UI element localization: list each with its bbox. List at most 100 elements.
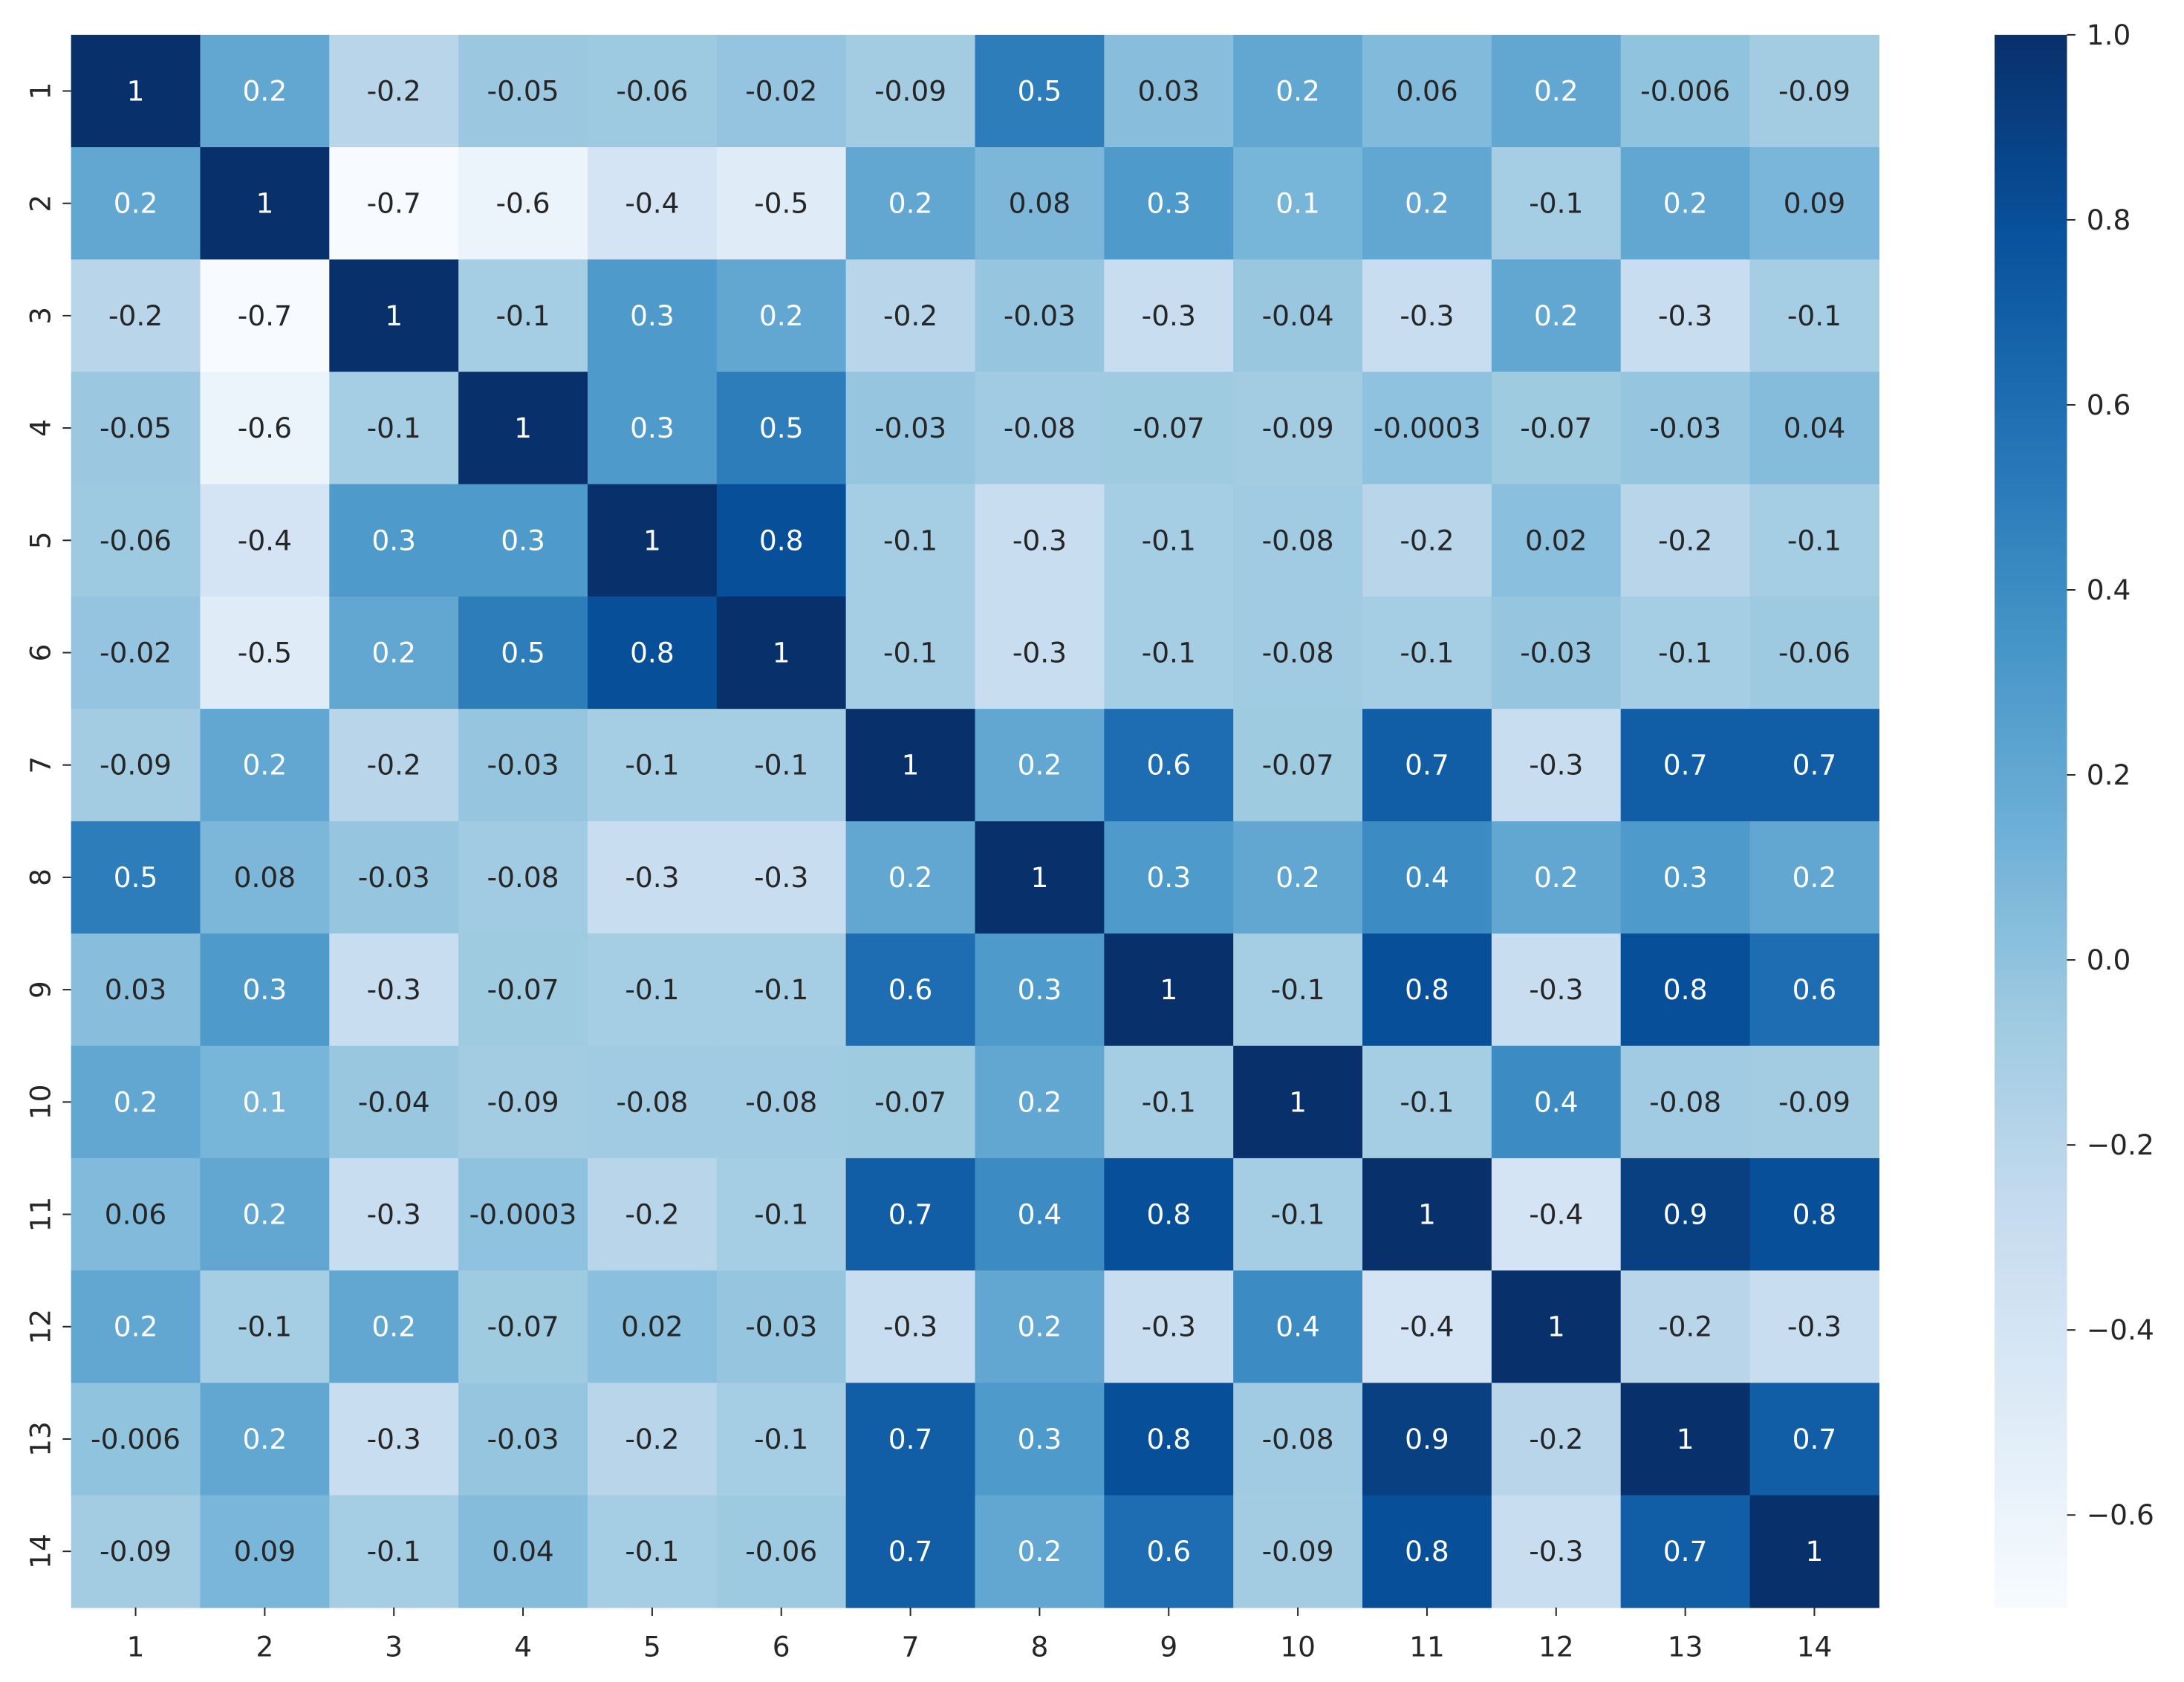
heatmap-cell — [458, 147, 588, 260]
cell-value-label: -0.6 — [495, 187, 550, 220]
x-tick-label: 7 — [902, 1630, 920, 1663]
cell-value-label: -0.09 — [1262, 1535, 1334, 1568]
heatmap-cell — [975, 1270, 1105, 1383]
cell-value-label: 1 — [1418, 1198, 1436, 1231]
heatmap-cell — [1104, 596, 1234, 710]
cell-value-label: 0.03 — [1138, 74, 1200, 107]
cell-value-label: -0.03 — [358, 861, 430, 894]
cell-value-label: -0.1 — [754, 1198, 808, 1231]
heatmap-cell — [1362, 709, 1492, 822]
cell-value-label: -0.1 — [625, 749, 679, 782]
heatmap-cell — [1362, 1045, 1492, 1159]
cell-value-label: -0.0003 — [1374, 412, 1481, 444]
heatmap-cell — [1620, 596, 1751, 710]
x-axis: 1 2 3 4 5 6 7 8 9 10 11 12 13 14 — [127, 1607, 1833, 1663]
heatmap-cell — [975, 821, 1105, 935]
heatmap-cell — [71, 596, 201, 710]
heatmap-cell — [1362, 821, 1492, 935]
cell-value-label: 0.2 — [243, 749, 287, 782]
cell-value-label: 0.6 — [1146, 749, 1191, 782]
cell-value-label: -0.03 — [1004, 299, 1076, 332]
heatmap-cell — [716, 484, 847, 597]
heatmap-cell — [200, 259, 330, 373]
heatmap-cell — [329, 34, 459, 148]
heatmap-cell — [1104, 821, 1234, 935]
y-tick-label: 3 — [24, 307, 56, 325]
heatmap-cell — [200, 1495, 330, 1608]
heatmap-cell — [1104, 371, 1234, 485]
cell-value-label: -0.1 — [1529, 187, 1583, 220]
heatmap-cell — [1362, 371, 1492, 485]
cell-value-label: 0.2 — [243, 1198, 287, 1231]
heatmap-cell — [845, 147, 976, 260]
x-tick-label: 2 — [256, 1630, 273, 1663]
heatmap-cell — [329, 821, 459, 935]
heatmap-cell — [1620, 709, 1751, 822]
x-tick-label: 3 — [385, 1630, 403, 1663]
heatmap-cell — [1104, 147, 1234, 260]
x-tick-label: 11 — [1409, 1630, 1445, 1663]
heatmap-cell — [716, 821, 847, 935]
heatmap-cell — [200, 821, 330, 935]
heatmap-cell — [975, 933, 1105, 1047]
heatmap-cell — [1233, 821, 1363, 935]
heatmap-cell — [716, 933, 847, 1047]
cell-value-label: 0.4 — [1405, 861, 1449, 894]
colorbar-tick-label: 0.6 — [2087, 389, 2131, 421]
cell-value-label: -0.07 — [874, 1085, 946, 1118]
cell-value-label: -0.4 — [1400, 1311, 1454, 1343]
heatmap-cell — [587, 821, 718, 935]
heatmap-cell — [329, 1045, 459, 1159]
heatmap-cell — [1491, 1045, 1622, 1159]
heatmap-cell — [1104, 34, 1234, 148]
cell-value-label: 0.2 — [1018, 1535, 1062, 1568]
cell-value-label: -0.5 — [754, 187, 808, 220]
heatmap-cell — [845, 371, 976, 485]
heatmap-cell — [200, 1157, 330, 1271]
heatmap-cell — [1620, 1045, 1751, 1159]
heatmap-cell — [975, 259, 1105, 373]
heatmap-cell — [200, 933, 330, 1047]
heatmap-cell — [587, 259, 718, 373]
cell-value-label: 0.7 — [1793, 1423, 1837, 1455]
cell-value-label: -0.3 — [1013, 524, 1067, 556]
heatmap-cell — [716, 1045, 847, 1159]
cell-value-label: -0.05 — [487, 74, 559, 107]
heatmap-cell — [71, 484, 201, 597]
cell-value-label: 0.1 — [1275, 187, 1320, 220]
cell-value-label: 0.3 — [1146, 187, 1191, 220]
heatmap-cell — [71, 1383, 201, 1496]
cell-value-label: 0.2 — [1275, 861, 1320, 894]
heatmap-cell — [716, 259, 847, 373]
cell-value-label: -0.2 — [883, 299, 937, 332]
colorbar-tick-label: 0.8 — [2087, 204, 2131, 236]
heatmap-cell — [716, 147, 847, 260]
cell-value-label: 0.7 — [1663, 749, 1708, 782]
cell-value-label: 0.8 — [759, 524, 804, 556]
cell-value-label: 0.2 — [1534, 861, 1579, 894]
cell-value-label: 0.2 — [1793, 861, 1837, 894]
cell-value-label: 0.7 — [1663, 1535, 1708, 1568]
cell-value-label: 0.08 — [1009, 187, 1071, 220]
cell-value-label: -0.006 — [1640, 74, 1730, 107]
heatmap-cell — [975, 1045, 1105, 1159]
cell-value-label: -0.0003 — [469, 1198, 577, 1231]
x-tick-label: 14 — [1797, 1630, 1833, 1663]
colorbar-tick-label: 0.2 — [2087, 759, 2131, 791]
y-tick-label: 2 — [24, 195, 56, 212]
heatmap-cell — [587, 1045, 718, 1159]
cell-value-label: -0.3 — [883, 1311, 937, 1343]
heatmap-cell — [1233, 1157, 1363, 1271]
heatmap-cell — [1362, 1270, 1492, 1383]
heatmap-cell — [458, 1383, 588, 1496]
cell-value-label: 1 — [385, 299, 403, 332]
cell-value-label: -0.05 — [100, 412, 172, 444]
cell-value-label: 0.4 — [1275, 1311, 1320, 1343]
colorbar-tick-label: −0.2 — [2087, 1129, 2154, 1161]
heatmap-cell — [845, 596, 976, 710]
x-tick-label: 5 — [643, 1630, 661, 1663]
heatmap-cell — [1620, 821, 1751, 935]
heatmap-cell — [975, 1495, 1105, 1608]
heatmap-cell — [716, 1495, 847, 1608]
heatmap-cell — [1749, 1157, 1879, 1271]
